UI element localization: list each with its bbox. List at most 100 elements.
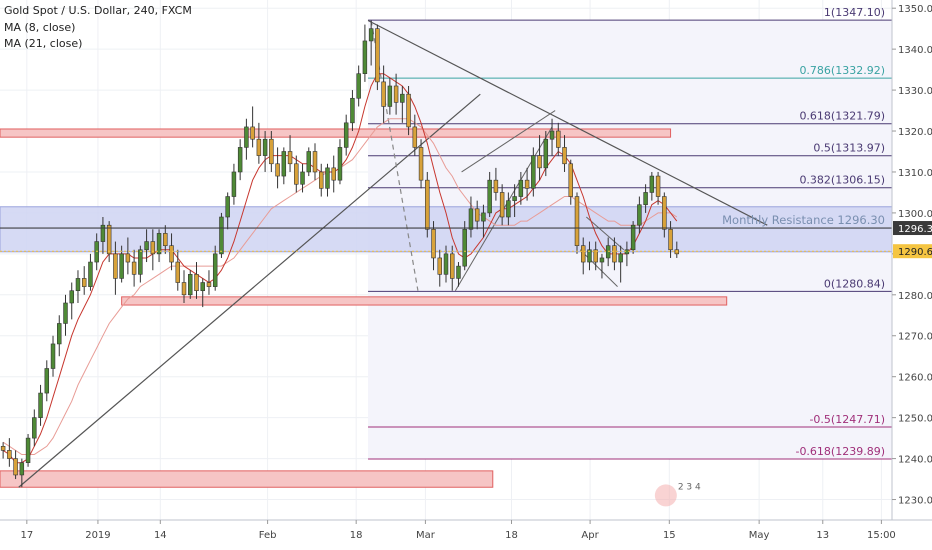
candle-body [537,155,542,169]
x-tick-label: Feb [259,530,277,541]
candle-body [63,302,68,324]
trendline [18,93,481,488]
fib-label: 0.786(1332.92) [799,64,885,77]
candle-body [163,233,168,246]
candle-body [75,278,81,292]
y-tick-label: 1310.00 [898,168,932,179]
candle-body [462,228,467,267]
candle-body [587,249,592,263]
candle-body [556,130,561,148]
candle-body [418,147,424,181]
support-resistance-zones [0,128,728,488]
y-tick-label: 1340.00 [898,45,932,56]
candle-body [300,171,305,185]
sr-zone [0,470,494,488]
x-tick-label: Mar [416,530,436,541]
watermark: 2 3 4 [654,482,701,507]
candle-body [412,126,418,148]
x-tick-label: May [749,530,770,541]
ma8-legend[interactable]: MA (8, close) [4,21,76,34]
candle-body [618,253,623,263]
candle-body [81,278,87,287]
candle-body [131,261,137,275]
candle-body [337,147,343,181]
fib-label: 1(1347.10) [824,6,885,19]
candle-body [294,163,299,185]
candle-body [406,93,411,128]
candle-body [32,417,37,439]
candle-body [450,253,455,279]
candle-body [312,151,318,173]
x-tick-label: 14 [154,530,167,541]
candle-body [281,151,287,177]
x-tick-label: 18 [350,530,363,541]
candle-body [125,253,131,263]
candle-body [437,257,442,275]
candle-body [599,257,605,263]
x-tick-label: 13 [816,530,829,541]
candle-body [44,368,50,394]
x-tick-label: 17 [20,530,33,541]
candle-body [175,261,181,283]
candle-body [605,245,611,259]
candle-body [113,253,118,279]
y-tick-label: 1350.00 [898,4,932,15]
candle-body [119,253,124,279]
candle-body [262,138,268,156]
price-tag-label: 1290.65 [898,247,932,258]
candle-body [169,245,174,263]
trendline [367,19,768,226]
candle-body [543,138,549,169]
candle-body [387,85,393,107]
candle-body [138,249,143,275]
candle-body [624,249,630,255]
candle-body [506,200,511,218]
candlesticks [0,20,680,488]
candle-body [106,224,112,255]
candle-body [188,274,193,296]
candle-body [0,445,6,451]
candle-body [612,245,617,263]
candle-body [443,253,449,275]
chart-title: Gold Spot / U.S. Dollar, 240, FXCM [4,4,192,17]
y-tick-label: 1330.00 [898,86,932,97]
candle-body [456,265,461,279]
y-tick-label: 1250.00 [898,414,932,425]
candle-body [88,261,93,287]
candle-body [568,163,573,197]
candle-body [38,392,43,418]
x-tick-label: 2019 [85,530,110,541]
candle-body [231,171,237,197]
candle-body [256,138,262,156]
trendlines [18,19,768,488]
candle-body [57,323,62,345]
candle-body [468,208,474,230]
x-tick-label: Apr [581,530,599,541]
sr-zone [0,128,672,138]
candle-body [306,151,312,173]
candle-body [356,73,361,99]
fibonacci-levels: 1(1347.10) 0.786(1332.92) 0.618(1321.79) 0.… [368,6,892,460]
candle-body [194,274,199,292]
candle-body [25,437,31,463]
fib-label: -0.618(1239.89) [795,445,885,458]
y-tick-label: 1320.00 [898,127,932,138]
candle-body [150,241,156,255]
candle-body [69,290,74,304]
y-tick-label: 1260.00 [898,373,932,384]
watermark-text: 2 3 4 [678,482,701,492]
fib-label: 0.618(1321.79) [799,110,885,123]
y-tick-label: 1280.00 [898,291,932,302]
x-axis-background [0,520,932,550]
fib-label: 0.5(1313.97) [813,142,885,155]
candle-body [474,208,480,222]
candle-body [531,155,536,189]
candle-body [244,126,249,148]
y-tick-label: 1300.00 [898,209,932,220]
candle-body [212,253,218,287]
candle-body [144,241,149,251]
candle-body [381,81,386,107]
ma21-legend[interactable]: MA (21, close) [4,37,83,50]
